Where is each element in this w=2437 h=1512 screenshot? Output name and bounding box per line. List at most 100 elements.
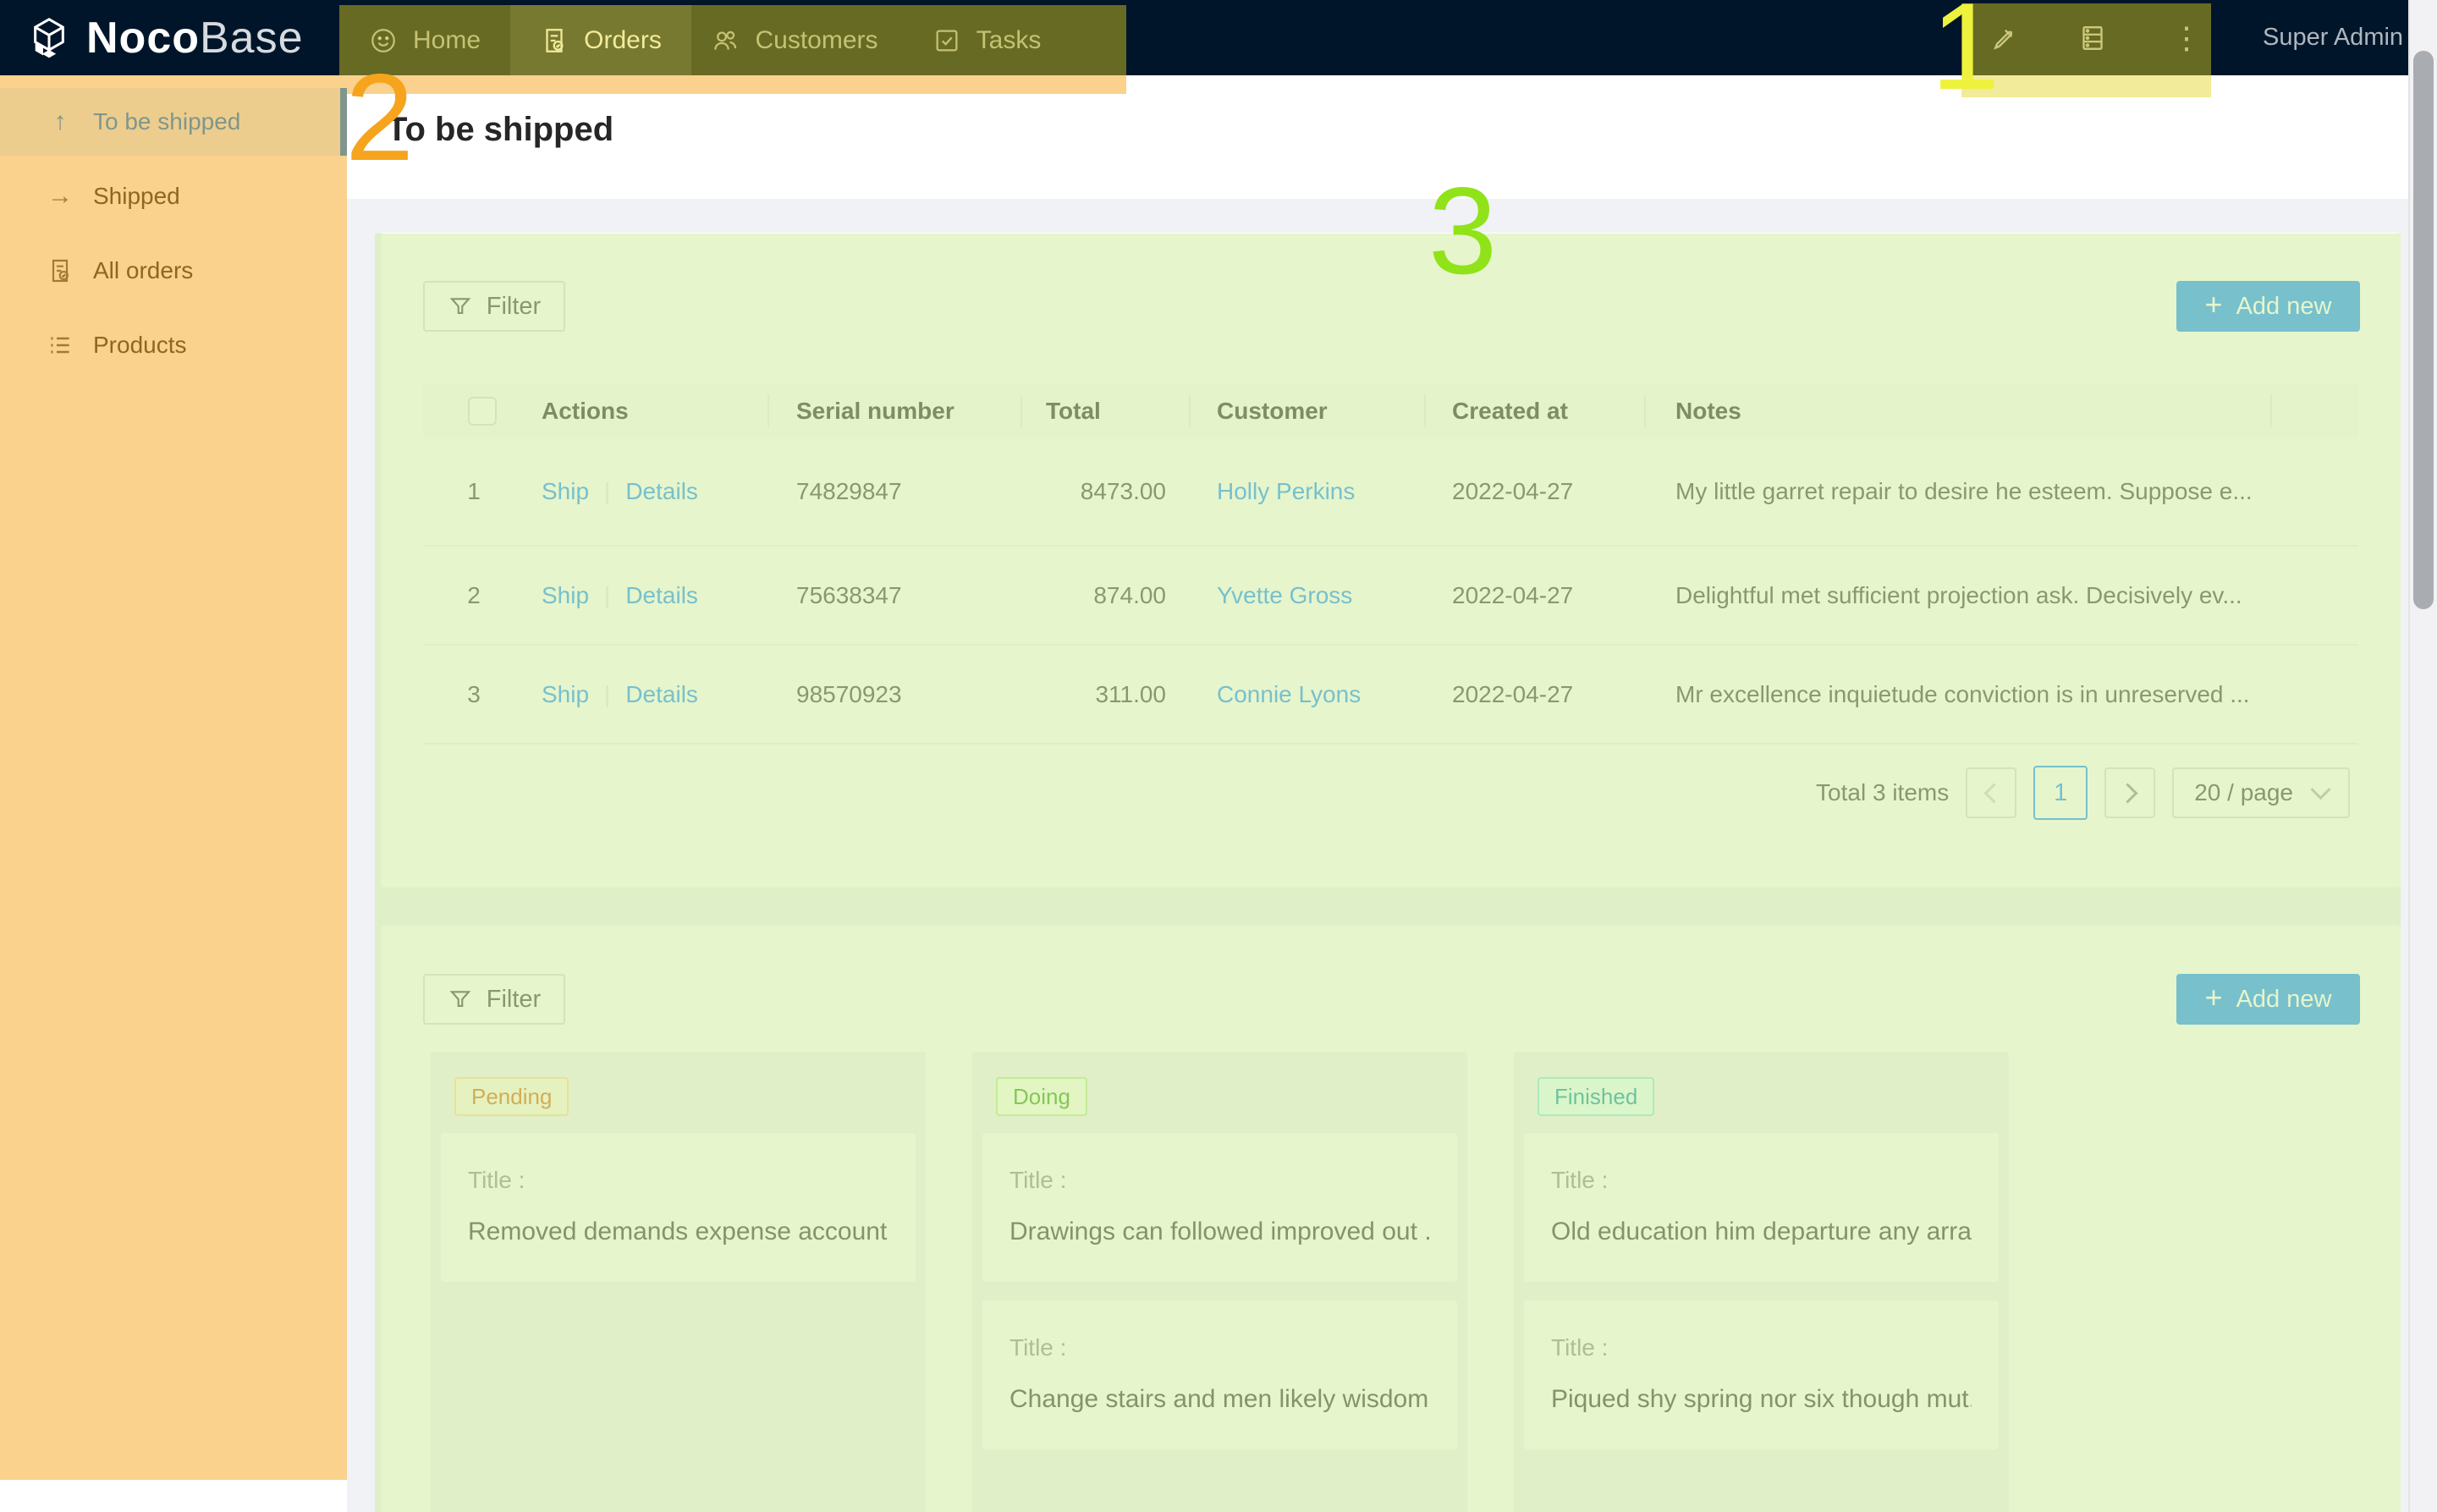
select-all-checkbox[interactable] xyxy=(468,396,497,426)
kanban-column-finished: Finished Title : Old education him depar… xyxy=(1514,1052,2009,1512)
customer-link[interactable]: Holly Perkins xyxy=(1217,478,1356,504)
details-link[interactable]: Details xyxy=(625,581,698,608)
filter-button[interactable]: Filter xyxy=(423,281,565,332)
row-index: 2 xyxy=(423,546,525,646)
filter-button[interactable]: Filter xyxy=(423,974,565,1025)
previous-page-button[interactable] xyxy=(1966,767,2017,818)
total-cell: 874.00 xyxy=(1020,546,1189,646)
sidebar-item-label: Products xyxy=(93,332,187,358)
next-page-button[interactable] xyxy=(2104,767,2156,818)
card-title: Old education him departure any arra... xyxy=(1551,1218,1972,1245)
sidebar-item-shipped[interactable]: → Shipped xyxy=(0,162,347,230)
customer-link[interactable]: Connie Lyons xyxy=(1217,680,1362,707)
kanban-card[interactable]: Title : Change stairs and men likely wis… xyxy=(982,1300,1457,1449)
row-index: 3 xyxy=(423,645,525,745)
kanban-card[interactable]: Title : Drawings can followed improved o… xyxy=(982,1133,1457,1282)
field-label: Title : xyxy=(468,1167,525,1193)
nav-tab-customers[interactable]: Customers xyxy=(691,5,898,75)
sidebar-item-label: Shipped xyxy=(93,183,180,209)
field-label: Title : xyxy=(1009,1167,1067,1193)
nav-tab-home[interactable]: Home xyxy=(339,5,510,75)
field-label: Title : xyxy=(1551,1334,1609,1361)
customer-link[interactable]: Yvette Gross xyxy=(1217,581,1353,608)
notes-cell: Mr excellence inquietude conviction is i… xyxy=(1644,645,2270,745)
plus-icon: + xyxy=(2204,287,2223,322)
page-header: To be shipped xyxy=(347,75,2408,199)
page-size-select[interactable]: 20 / page xyxy=(2172,767,2350,818)
field-label: Title : xyxy=(1009,1334,1067,1361)
vertical-scrollbar-track[interactable] xyxy=(2408,0,2437,1512)
vertical-scrollbar-thumb[interactable] xyxy=(2413,51,2434,609)
serial-number-cell: 98570923 xyxy=(767,645,1020,745)
serial-number-cell: 74829847 xyxy=(767,438,1020,547)
orders-table: Actions Serial number Total Customer Cre… xyxy=(423,383,2358,745)
kanban-card[interactable]: Title : Old education him departure any … xyxy=(1524,1133,1999,1282)
table-row: 1 Ship | Details 74829847 8473.00 Holly Pe… xyxy=(423,438,2358,547)
database-icon[interactable] xyxy=(2057,0,2128,75)
column-header-created-at[interactable]: Created at xyxy=(1424,383,1644,438)
field-label: Title : xyxy=(1551,1167,1609,1193)
kanban-card[interactable]: Title : Removed demands expense account … xyxy=(441,1133,916,1282)
sidebar-menu: ↑ To be shipped → Shipped All orders xyxy=(0,75,347,1512)
column-header-customer[interactable]: Customer xyxy=(1189,383,1424,438)
smiley-icon xyxy=(369,26,398,55)
add-new-button[interactable]: + Add new xyxy=(2176,281,2360,332)
card-title: Drawings can followed improved out ... xyxy=(1009,1218,1430,1245)
plus-icon: + xyxy=(2204,980,2223,1014)
column-header-actions[interactable]: Actions xyxy=(542,397,629,424)
sidebar-item-to-be-shipped[interactable]: ↑ To be shipped xyxy=(0,88,347,156)
row-index: 1 xyxy=(423,438,525,547)
nocobase-cube-icon xyxy=(25,14,73,62)
status-badge: Doing xyxy=(996,1077,1087,1116)
nav-tab-tasks[interactable]: Tasks xyxy=(898,5,1075,75)
arrow-up-icon: ↑ xyxy=(53,107,67,135)
filter-funnel-icon xyxy=(448,987,473,1012)
chevron-left-icon xyxy=(1983,782,2005,804)
page-title: To be shipped xyxy=(387,111,614,148)
checkbox-icon xyxy=(932,26,961,55)
kanban-card[interactable]: Title : Piqued shy spring nor six though… xyxy=(1524,1300,1999,1449)
column-header-serial-number[interactable]: Serial number xyxy=(767,383,1020,438)
created-at-cell: 2022-04-27 xyxy=(1424,546,1644,646)
column-header-total[interactable]: Total xyxy=(1020,383,1189,438)
status-badge: Pending xyxy=(454,1077,569,1116)
file-check-icon xyxy=(44,257,76,284)
add-new-button[interactable]: + Add new xyxy=(2176,974,2360,1025)
top-navbar: NocoBase Home Orders xyxy=(0,0,2437,75)
created-at-cell: 2022-04-27 xyxy=(1424,645,1644,745)
ship-link[interactable]: Ship xyxy=(542,680,590,707)
ship-link[interactable]: Ship xyxy=(542,581,590,608)
more-vertical-icon[interactable]: ⋮ xyxy=(2171,19,2202,55)
table-header-row: Actions Serial number Total Customer Cre… xyxy=(423,383,2358,438)
details-link[interactable]: Details xyxy=(625,680,698,707)
ui-editor-highlighter-icon[interactable] xyxy=(1968,0,2039,75)
card-title: Removed demands expense account i... xyxy=(468,1218,888,1245)
total-cell: 8473.00 xyxy=(1020,438,1189,547)
nav-tab-label: Tasks xyxy=(976,25,1042,54)
nav-tab-orders[interactable]: Orders xyxy=(510,5,691,75)
orders-table-block: Filter + Add new Actions Serial number T… xyxy=(381,233,2401,888)
created-at-cell: 2022-04-27 xyxy=(1424,438,1644,547)
file-check-icon xyxy=(540,26,569,55)
people-icon xyxy=(711,26,740,55)
ship-link[interactable]: Ship xyxy=(542,478,590,504)
page-number-button[interactable]: 1 xyxy=(2033,766,2088,820)
user-menu-super-admin[interactable]: Super Admin xyxy=(2263,24,2404,51)
sidebar-item-all-orders[interactable]: All orders xyxy=(0,237,347,305)
chevron-down-icon xyxy=(2310,778,2331,800)
table-row: 3 Ship | Details 98570923 311.00 Connie Ly… xyxy=(423,645,2358,745)
sidebar-item-products[interactable]: Products xyxy=(0,311,347,379)
pagination-total: Total 3 items xyxy=(1816,779,1950,805)
column-header-notes[interactable]: Notes xyxy=(1644,383,2270,438)
sidebar-item-label: To be shipped xyxy=(93,108,241,135)
card-title: Change stairs and men likely wisdom ... xyxy=(1009,1385,1430,1413)
notes-cell: Delightful met sufficient projection ask… xyxy=(1644,546,2270,646)
details-link[interactable]: Details xyxy=(625,478,698,504)
nocobase-logo[interactable]: NocoBase xyxy=(25,0,304,75)
serial-number-cell: 75638347 xyxy=(767,546,1020,646)
kanban-column-pending: Pending Title : Removed demands expense … xyxy=(431,1052,926,1512)
pagination: Total 3 items 1 20 / page xyxy=(1816,766,2350,820)
arrow-right-icon: → xyxy=(47,182,73,210)
sidebar-item-label: All orders xyxy=(93,257,194,283)
